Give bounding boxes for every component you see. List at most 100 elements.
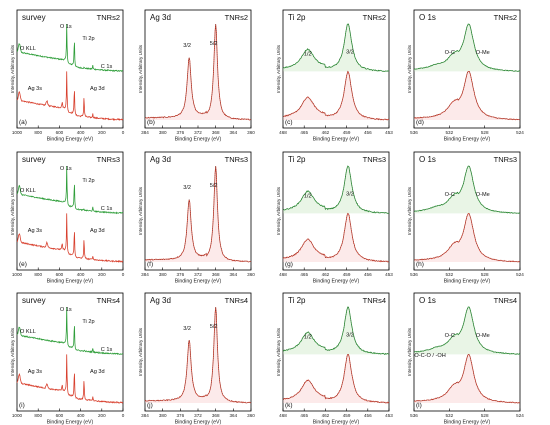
x-tick-label: 453 bbox=[385, 413, 393, 418]
spectrum-line-red bbox=[16, 354, 124, 404]
fit-envelope bbox=[282, 23, 390, 72]
x-tick-label: 600 bbox=[56, 272, 64, 277]
x-tick-label: 0 bbox=[122, 413, 125, 418]
x-axis-label: Binding Energy (eV) bbox=[175, 420, 222, 425]
spectrum-line-red bbox=[282, 354, 390, 404]
x-tick-label: 459 bbox=[343, 413, 351, 418]
panel-title: Ti 2p bbox=[288, 13, 306, 22]
x-tick-label: 459 bbox=[343, 272, 351, 277]
peak-label: 3/2 bbox=[183, 185, 191, 191]
sample-label: TNRs2 bbox=[97, 13, 120, 22]
x-tick-label: 524 bbox=[516, 130, 524, 135]
y-axis-label: Intensity, Arbitrary Units bbox=[138, 327, 143, 376]
x-tick-label: 459 bbox=[343, 130, 351, 135]
x-tick-label: 800 bbox=[34, 413, 42, 418]
x-tick-label: 456 bbox=[364, 130, 372, 135]
x-tick-label: 372 bbox=[194, 272, 202, 277]
peak-label: O-C bbox=[445, 333, 455, 339]
x-tick-label: 528 bbox=[481, 413, 489, 418]
x-tick-label: 524 bbox=[516, 272, 524, 277]
x-tick-label: 380 bbox=[159, 272, 167, 277]
x-tick-label: 364 bbox=[229, 130, 237, 135]
fit-envelope bbox=[282, 306, 390, 355]
fit-area-green bbox=[283, 24, 389, 72]
x-tick-label: 462 bbox=[322, 413, 330, 418]
x-axis-label: Binding Energy (eV) bbox=[313, 420, 360, 425]
spectrum-line-green bbox=[16, 165, 124, 215]
peak-label: 3/2 bbox=[183, 43, 191, 49]
x-tick-label: 400 bbox=[77, 130, 85, 135]
panel-letter: (g) bbox=[285, 261, 293, 268]
x-tick-label: 360 bbox=[247, 272, 255, 277]
plot-frame bbox=[16, 292, 124, 412]
panel-letter: (l) bbox=[416, 402, 422, 409]
panel-title: O 1s bbox=[419, 13, 436, 22]
y-axis-label: Intensity, Arbitrary Units bbox=[138, 186, 143, 235]
panel-title: O 1s bbox=[419, 155, 436, 164]
fit-area-red bbox=[414, 213, 520, 262]
x-tick-label: 536 bbox=[410, 272, 418, 277]
panel-title: Ti 2p bbox=[288, 296, 306, 305]
x-tick-label: 536 bbox=[410, 130, 418, 135]
y-axis-label: Intensity, Arbitrary Units bbox=[10, 186, 15, 235]
x-tick-label: 400 bbox=[77, 272, 85, 277]
x-tick-label: 372 bbox=[194, 413, 202, 418]
x-axis-label: Binding Energy (eV) bbox=[175, 137, 222, 143]
panel-d: 536 532 528 524 Binding Energy (eV) Intensity… bbox=[407, 9, 524, 143]
fit-area-green bbox=[414, 307, 520, 355]
y-axis-label: Intensity, Arbitrary Units bbox=[138, 44, 143, 93]
fit-area-red bbox=[414, 354, 520, 403]
x-axis-label: Binding Energy (eV) bbox=[444, 137, 491, 143]
x-tick-label: 360 bbox=[247, 130, 255, 135]
panel-letter: (c) bbox=[285, 119, 293, 126]
x-tick-label: 380 bbox=[159, 130, 167, 135]
panel-letter: (j) bbox=[147, 402, 153, 409]
x-axis-label: Binding Energy (eV) bbox=[313, 137, 360, 143]
peak-label: O 1s bbox=[60, 24, 72, 30]
plot-frame bbox=[413, 151, 521, 271]
x-tick-label: 465 bbox=[300, 272, 308, 277]
panel-title: Ag 3d bbox=[150, 296, 171, 305]
panel-k: 468 465 462 459 456 453 Binding Energy (eV) Int… bbox=[276, 292, 393, 425]
x-tick-label: 528 bbox=[481, 130, 489, 135]
peak-label: O KLL bbox=[20, 188, 36, 194]
x-tick-label: 376 bbox=[176, 413, 184, 418]
x-tick-label: 380 bbox=[159, 413, 167, 418]
y-axis-label: Intensity, Arbitrary Units bbox=[407, 327, 412, 376]
panel-title: survey bbox=[22, 155, 46, 164]
peak-label: O-Me bbox=[476, 192, 490, 198]
sample-label: TNRs3 bbox=[494, 155, 517, 164]
panel-title: survey bbox=[22, 296, 46, 305]
x-tick-label: 465 bbox=[300, 130, 308, 135]
fit-envelope bbox=[413, 213, 520, 263]
y-axis-label: Intensity, Arbitrary Units bbox=[407, 186, 412, 235]
peak-label: O-C bbox=[445, 50, 455, 56]
peak-label: O 1s bbox=[60, 166, 72, 172]
fit-area-red bbox=[414, 71, 520, 120]
panel-letter: (h) bbox=[416, 261, 424, 268]
peak-label: C 1s bbox=[101, 64, 113, 70]
peak-label: Ti 2p bbox=[82, 178, 94, 184]
x-tick-label: 372 bbox=[194, 130, 202, 135]
peak-label: Ag 3d bbox=[90, 369, 105, 375]
spectrum-line-green bbox=[16, 306, 124, 356]
fit-area-green bbox=[414, 166, 520, 214]
fit-envelope bbox=[414, 165, 521, 214]
plot-frame bbox=[144, 292, 252, 412]
peak-label: Ag 3s bbox=[28, 369, 43, 375]
panel-title: Ag 3d bbox=[150, 155, 171, 164]
fit-envelope bbox=[144, 165, 252, 263]
panel-letter: (f) bbox=[147, 261, 153, 268]
peak-label: Ag 3s bbox=[28, 86, 43, 92]
x-axis-label: Binding Energy (eV) bbox=[175, 279, 222, 285]
x-tick-label: 200 bbox=[98, 272, 106, 277]
panel-h: 536 532 528 524 Binding Energy (eV) Intensity… bbox=[407, 151, 524, 285]
plot-frame bbox=[16, 9, 124, 129]
sample-label: TNRs3 bbox=[363, 155, 386, 164]
peak-label: O-Me bbox=[476, 50, 490, 56]
x-tick-label: 462 bbox=[322, 130, 330, 135]
y-axis-label: Intensity, Arbitrary Units bbox=[276, 327, 281, 376]
peak-label: O 1s bbox=[60, 307, 72, 313]
spectrum-line-green bbox=[16, 23, 124, 73]
